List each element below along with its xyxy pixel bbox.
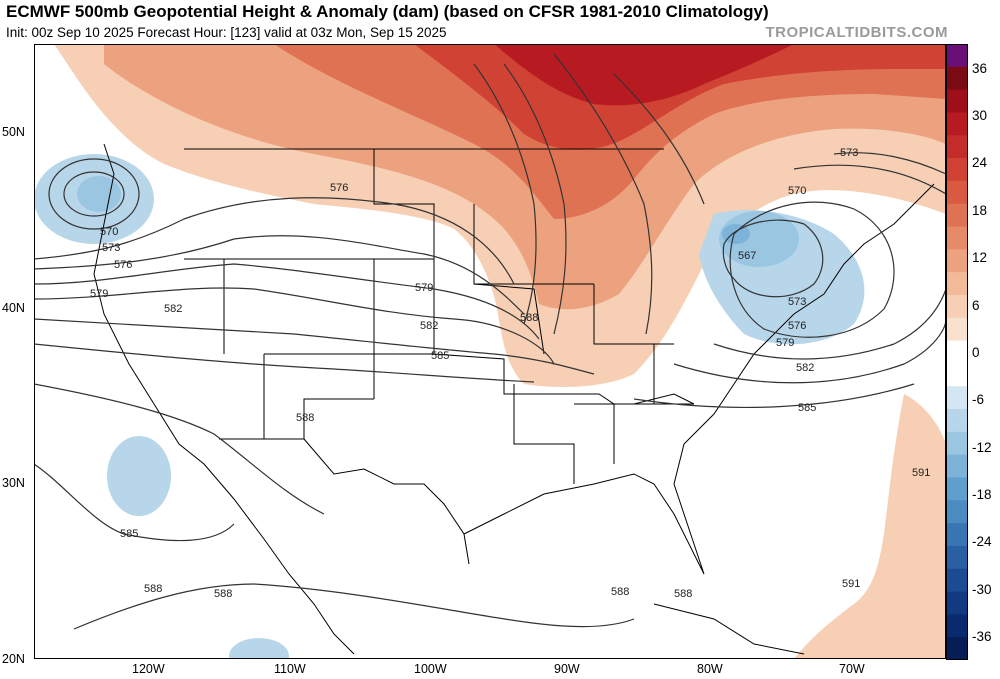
colorbar-swatch bbox=[946, 317, 968, 342]
contour-label: 573 bbox=[840, 147, 858, 159]
colorbar-label: 36 bbox=[972, 61, 988, 76]
contour-label: 588 bbox=[611, 586, 629, 598]
contour-label: 588 bbox=[214, 588, 232, 600]
contour-label: 582 bbox=[420, 320, 438, 332]
lon-label-80w: 80W bbox=[697, 662, 723, 676]
colorbar-swatch bbox=[946, 203, 968, 228]
positive-anomaly-shading bbox=[54, 44, 946, 659]
map-borders bbox=[93, 143, 935, 655]
colorbar-swatch bbox=[946, 637, 968, 660]
lon-label-110w: 110W bbox=[274, 662, 306, 676]
lon-label-70w: 70W bbox=[839, 662, 865, 676]
contour-label: 567 bbox=[738, 250, 756, 262]
contour-label: 582 bbox=[796, 362, 814, 374]
colorbar-label: 0 bbox=[972, 345, 980, 360]
lat-label-50n: 50N bbox=[2, 125, 25, 139]
colorbar-swatch bbox=[946, 454, 968, 478]
colorbar-swatch bbox=[946, 614, 968, 638]
colorbar-swatch bbox=[946, 523, 968, 547]
colorbar-swatch bbox=[946, 249, 968, 273]
contour-label: 582 bbox=[164, 303, 182, 315]
contour-label: 570 bbox=[788, 185, 806, 197]
colorbar-label: 12 bbox=[972, 250, 988, 265]
colorbar-border bbox=[946, 44, 968, 660]
anomaly-colorbar bbox=[946, 44, 968, 660]
colorbar-label: -30 bbox=[972, 582, 992, 597]
colorbar-swatch bbox=[946, 294, 968, 319]
colorbar-swatch bbox=[946, 545, 968, 570]
colorbar-swatch bbox=[946, 500, 968, 524]
lon-label-100w: 100W bbox=[414, 662, 447, 676]
anomaly-map: 576 570 573 576 579 582 579 582 585 588 … bbox=[34, 44, 946, 659]
contour-label: 588 bbox=[520, 312, 538, 324]
contour-label: 579 bbox=[776, 337, 794, 349]
contour-label: 588 bbox=[144, 583, 162, 595]
contour-label: 573 bbox=[102, 242, 120, 254]
contour-label: 591 bbox=[842, 578, 860, 590]
contour-label: 579 bbox=[415, 282, 433, 294]
colorbar-label: -24 bbox=[972, 534, 992, 549]
colorbar-label: 18 bbox=[972, 203, 988, 218]
colorbar-swatch bbox=[946, 112, 968, 136]
negative-anomaly-shading bbox=[34, 154, 865, 659]
contour-label: 585 bbox=[120, 528, 138, 540]
lat-label-40n: 40N bbox=[2, 301, 25, 315]
contour-label: 588 bbox=[674, 588, 692, 600]
colorbar-swatch bbox=[946, 158, 968, 182]
colorbar-label: 30 bbox=[972, 108, 988, 123]
contour-label: 576 bbox=[330, 182, 348, 194]
colorbar-swatch bbox=[946, 89, 968, 113]
contour-label: 576 bbox=[788, 320, 806, 332]
contour-label: 591 bbox=[912, 467, 930, 479]
contour-label: 588 bbox=[296, 412, 314, 424]
contour-label: 579 bbox=[90, 288, 108, 300]
colorbar-swatch bbox=[946, 135, 968, 159]
colorbar-swatch bbox=[946, 431, 968, 456]
lon-label-90w: 90W bbox=[554, 662, 580, 676]
colorbar-swatch bbox=[946, 363, 968, 387]
map-subtitle: Init: 00z Sep 10 2025 Forecast Hour: [12… bbox=[6, 25, 447, 40]
lon-label-120w: 120W bbox=[132, 662, 165, 676]
colorbar-label: 24 bbox=[972, 155, 988, 170]
colorbar-swatch bbox=[946, 44, 968, 68]
colorbar-swatch bbox=[946, 340, 968, 364]
contour-labels: 576 570 573 576 579 582 579 582 585 588 … bbox=[90, 147, 930, 600]
height-contours bbox=[34, 53, 946, 630]
colorbar-swatch bbox=[946, 386, 968, 410]
colorbar-label: -12 bbox=[972, 440, 992, 455]
colorbar-label: -36 bbox=[972, 629, 992, 644]
contour-label: 573 bbox=[788, 296, 806, 308]
colorbar-label: 6 bbox=[972, 298, 980, 313]
colorbar-swatch bbox=[946, 272, 968, 296]
colorbar-swatch bbox=[946, 66, 968, 91]
map-title: ECMWF 500mb Geopotential Height & Anomal… bbox=[6, 2, 769, 21]
contour-label: 585 bbox=[431, 350, 449, 362]
lat-label-30n: 30N bbox=[2, 476, 25, 490]
colorbar-swatch bbox=[946, 409, 968, 433]
colorbar-swatch bbox=[946, 477, 968, 501]
colorbar-swatch bbox=[946, 591, 968, 615]
colorbar-swatch bbox=[946, 568, 968, 593]
colorbar-label: -6 bbox=[972, 392, 985, 407]
colorbar-label: -18 bbox=[972, 487, 992, 502]
brand-watermark: TROPICALTIDBITS.COM bbox=[765, 24, 948, 41]
colorbar-swatch bbox=[946, 226, 968, 250]
contour-label: 576 bbox=[114, 259, 132, 271]
contour-label: 585 bbox=[798, 402, 816, 414]
colorbar-swatch bbox=[946, 180, 968, 205]
lat-label-20n: 20N bbox=[2, 652, 25, 666]
contour-label: 570 bbox=[100, 226, 118, 238]
